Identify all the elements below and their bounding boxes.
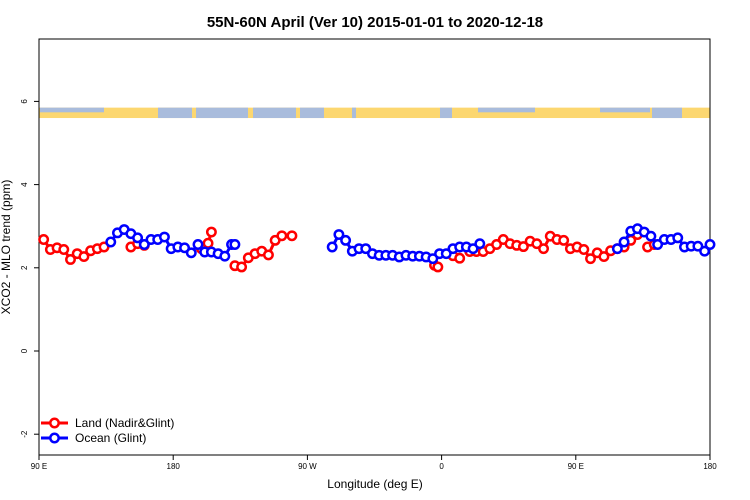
x-axis-label: Longitude (deg E): [327, 477, 422, 491]
data-point: [645, 230, 657, 242]
strip-ocean-segment: [652, 107, 682, 119]
x-tick-label: 90 W: [298, 462, 317, 471]
x-tick-label: 180: [167, 462, 181, 471]
strip-ocean-segment: [300, 107, 324, 119]
data-point: [611, 243, 623, 255]
data-point: [65, 254, 76, 265]
data-point: [704, 239, 716, 250]
data-point: [185, 247, 197, 259]
data-point: [236, 261, 248, 273]
legend-marker-ocean: [49, 432, 60, 444]
data-point: [78, 251, 90, 263]
strip-ocean-segment: [158, 107, 192, 119]
strip-ocean-segment: [440, 107, 452, 119]
legend-label-ocean: Ocean (Glint): [75, 431, 146, 445]
data-point: [474, 238, 486, 250]
data-point: [454, 252, 466, 264]
data-point: [205, 226, 217, 238]
data-point: [286, 230, 298, 242]
y-tick-label: 2: [20, 265, 29, 270]
legend-marker-land: [49, 417, 60, 429]
x-axis: 90 E 180 90 W 0 90 E 180: [31, 455, 717, 471]
legend-label-land: Land (Nadir&Glint): [75, 416, 174, 430]
data-point: [672, 232, 684, 244]
data-point: [229, 239, 241, 250]
y-tick-label: -2: [20, 430, 29, 438]
data-point: [432, 261, 444, 273]
land-ocean-strip: [39, 107, 710, 119]
data-point: [598, 251, 610, 263]
legend-item-land: Land (Nadir&Glint): [41, 416, 174, 430]
x-tick-label: 90 E: [568, 462, 584, 471]
strip-ocean-segment: [196, 107, 248, 119]
data-point: [105, 236, 117, 248]
strip-ocean-segment: [352, 107, 356, 119]
data-point: [326, 241, 338, 253]
y-tick-label: 4: [20, 182, 29, 187]
strip-ocean-segment: [600, 107, 650, 113]
series-ocean: [105, 223, 716, 265]
strip-ocean-segment: [253, 107, 296, 119]
data-point: [618, 236, 630, 248]
series-layer: [38, 223, 716, 273]
data-point: [58, 244, 70, 255]
data-point: [38, 234, 50, 245]
legend: Land (Nadir&Glint) Ocean (Glint): [41, 416, 174, 445]
data-point: [538, 243, 550, 255]
y-tick-label: 0: [20, 348, 29, 353]
strip-land-background: [39, 107, 710, 119]
data-point: [192, 239, 204, 250]
y-axis-label: XCO2 - MLO trend (ppm): [0, 180, 13, 315]
strip-ocean-segment: [478, 107, 535, 113]
data-point: [578, 244, 590, 255]
y-tick-label: 6: [20, 99, 29, 104]
data-point: [158, 231, 170, 243]
x-tick-label: 0: [439, 462, 444, 471]
data-point: [132, 232, 144, 244]
data-point: [219, 250, 231, 262]
x-tick-label: 180: [703, 462, 717, 471]
strip-ocean-segment: [40, 107, 104, 113]
data-point: [333, 229, 345, 240]
data-point: [276, 230, 288, 242]
data-point: [558, 234, 570, 246]
y-axis: -2 0 2 4 6: [20, 99, 39, 438]
data-point: [517, 241, 529, 253]
chart-title: 55N-60N April (Ver 10) 2015-01-01 to 202…: [207, 14, 543, 31]
data-point: [699, 245, 711, 257]
data-point: [262, 249, 274, 261]
data-point: [202, 237, 214, 249]
legend-item-ocean: Ocean (Glint): [41, 431, 146, 445]
data-point: [585, 253, 596, 265]
data-point: [340, 234, 352, 246]
x-tick-label: 90 E: [31, 462, 47, 471]
